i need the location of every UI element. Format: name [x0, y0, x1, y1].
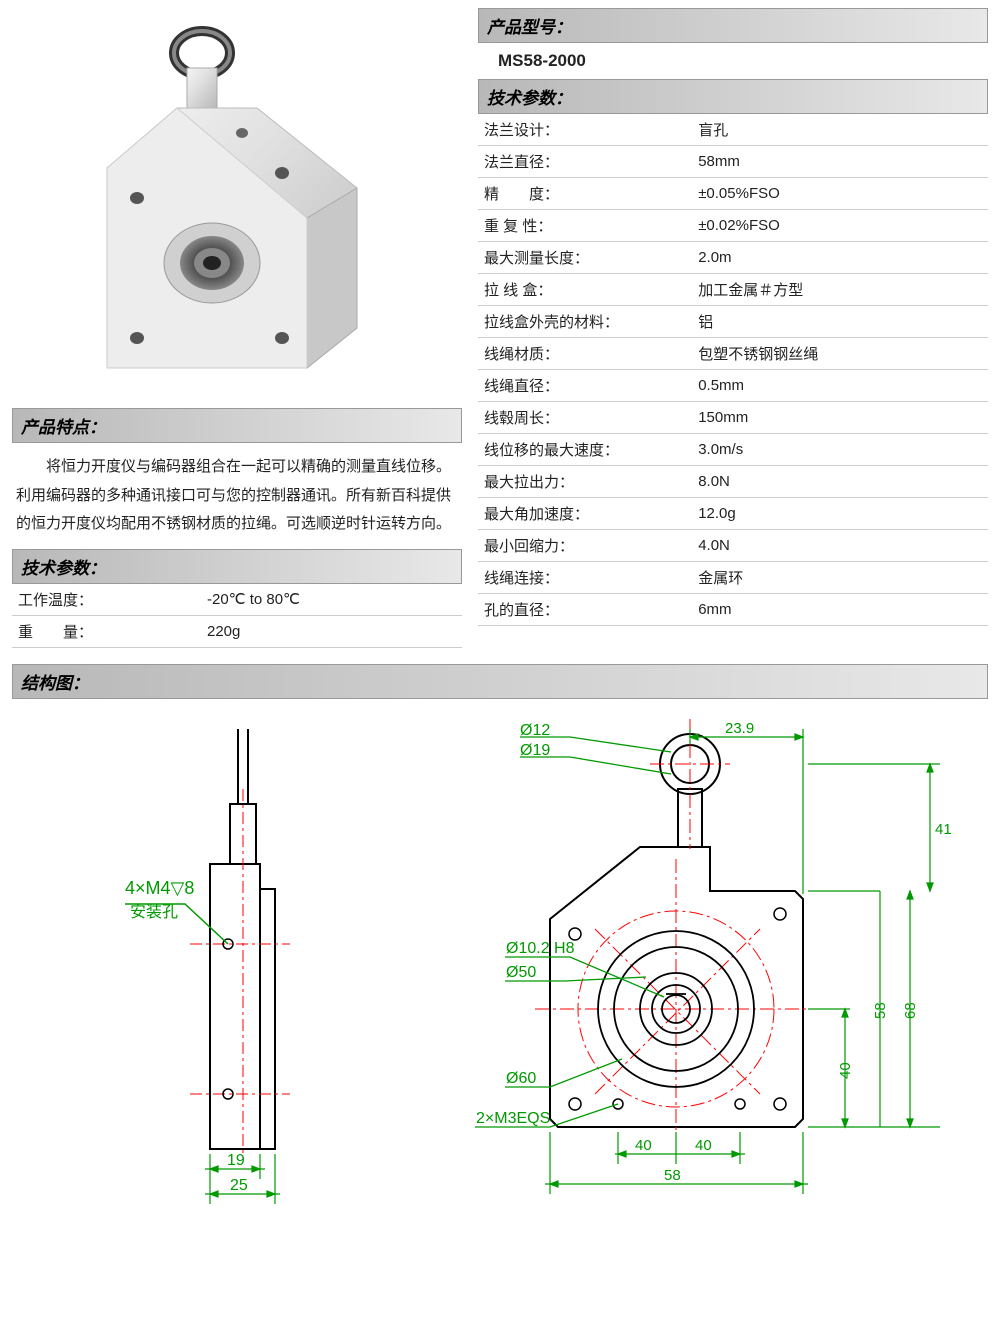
spec-label: 最大拉出力：: [478, 466, 692, 498]
spec-row: 最大拉出力：8.0N: [478, 466, 988, 498]
spec-label: 线绳直径：: [478, 370, 692, 402]
svg-text:Ø50: Ø50: [506, 964, 536, 981]
model-header: 产品型号：: [478, 8, 988, 43]
spec-label: 线位移的最大速度：: [478, 434, 692, 466]
label-mounting-hole: 4×M4▽8: [125, 878, 194, 898]
model-value: MS58-2000: [478, 43, 988, 79]
svg-text:40: 40: [837, 1062, 854, 1079]
spec-row: 最大测量长度：2.0m: [478, 242, 988, 274]
svg-text:40: 40: [695, 1137, 712, 1154]
spec-row: 线绳连接：金属环: [478, 562, 988, 594]
spec-row: 法兰设计：盲孔: [478, 114, 988, 146]
spec-value: 58mm: [692, 146, 988, 178]
left-specs-header: 技术参数：: [12, 549, 462, 584]
svg-text:68: 68: [902, 1002, 919, 1019]
diagram-side-view: 4×M4▽8 安装孔 19 25: [30, 719, 390, 1239]
dim-19: 19: [227, 1152, 245, 1169]
spec-value: 金属环: [692, 562, 988, 594]
spec-row: 线位移的最大速度：3.0m/s: [478, 434, 988, 466]
product-photo: [12, 8, 462, 408]
svg-text:58: 58: [872, 1002, 889, 1019]
spec-label: 线绳连接：: [478, 562, 692, 594]
spec-row: 孔的直径：6mm: [478, 594, 988, 626]
svg-text:Ø60: Ø60: [506, 1070, 536, 1087]
spec-label: 线绳材质：: [478, 338, 692, 370]
spec-row: 拉线盒外壳的材料：铝: [478, 306, 988, 338]
svg-text:Ø10.2 H8: Ø10.2 H8: [506, 940, 575, 957]
spec-value: ±0.02%FSO: [692, 210, 988, 242]
spec-row: 重 复 性：±0.02%FSO: [478, 210, 988, 242]
svg-text:58: 58: [664, 1167, 681, 1184]
svg-text:23.9: 23.9: [725, 720, 754, 737]
spec-row: 线绳直径：0.5mm: [478, 370, 988, 402]
spec-label: 精 度：: [478, 178, 692, 210]
spec-row: 最小回缩力：4.0N: [478, 530, 988, 562]
left-spec-table: 工作温度：-20℃ to 80℃重 量：220g: [12, 584, 462, 648]
diagram-front-view: Ø12 Ø19 Ø10.2 H8 Ø50 Ø60 2×M3EQS 23.9: [450, 719, 970, 1239]
spec-value: 加工金属＃方型: [692, 274, 988, 306]
spec-label: 重 复 性：: [478, 210, 692, 242]
spec-label: 法兰直径：: [478, 146, 692, 178]
svg-text:Ø19: Ø19: [520, 742, 550, 759]
spec-label: 重 量：: [12, 615, 201, 647]
spec-label: 最小回缩力：: [478, 530, 692, 562]
spec-label: 工作温度：: [12, 584, 201, 616]
label-mounting-sub: 安装孔: [130, 903, 178, 921]
spec-value: 包塑不锈钢钢丝绳: [692, 338, 988, 370]
spec-value: 2.0m: [692, 242, 988, 274]
spec-value: ±0.05%FSO: [692, 178, 988, 210]
features-header: 产品特点：: [12, 408, 462, 443]
spec-value: 220g: [201, 615, 462, 647]
spec-label: 法兰设计：: [478, 114, 692, 146]
spec-value: 盲孔: [692, 114, 988, 146]
spec-label: 最大角加速度：: [478, 498, 692, 530]
structure-header: 结构图：: [12, 664, 988, 699]
svg-text:2×M3EQS: 2×M3EQS: [476, 1110, 550, 1127]
spec-row: 法兰直径：58mm: [478, 146, 988, 178]
right-spec-table: 法兰设计：盲孔法兰直径：58mm精 度：±0.05%FSO重 复 性：±0.02…: [478, 114, 988, 626]
spec-label: 最大测量长度：: [478, 242, 692, 274]
svg-text:41: 41: [935, 821, 952, 838]
spec-value: 150mm: [692, 402, 988, 434]
right-specs-header: 技术参数：: [478, 79, 988, 114]
spec-row: 重 量：220g: [12, 615, 462, 647]
spec-value: 铝: [692, 306, 988, 338]
spec-label: 孔的直径：: [478, 594, 692, 626]
spec-value: 3.0m/s: [692, 434, 988, 466]
spec-row: 工作温度：-20℃ to 80℃: [12, 584, 462, 616]
spec-value: 12.0g: [692, 498, 988, 530]
dim-25: 25: [230, 1177, 248, 1194]
spec-row: 拉 线 盒：加工金属＃方型: [478, 274, 988, 306]
spec-value: 6mm: [692, 594, 988, 626]
svg-text:40: 40: [635, 1137, 652, 1154]
spec-row: 线毂周长：150mm: [478, 402, 988, 434]
spec-label: 拉线盒外壳的材料：: [478, 306, 692, 338]
features-text: 将恒力开度仪与编码器组合在一起可以精确的测量直线位移。利用编码器的多种通讯接口可…: [12, 443, 462, 549]
spec-row: 最大角加速度：12.0g: [478, 498, 988, 530]
spec-value: 0.5mm: [692, 370, 988, 402]
spec-value: 4.0N: [692, 530, 988, 562]
spec-label: 线毂周长：: [478, 402, 692, 434]
svg-text:Ø12: Ø12: [520, 722, 550, 739]
spec-row: 线绳材质：包塑不锈钢钢丝绳: [478, 338, 988, 370]
spec-row: 精 度：±0.05%FSO: [478, 178, 988, 210]
spec-label: 拉 线 盒：: [478, 274, 692, 306]
spec-value: -20℃ to 80℃: [201, 584, 462, 616]
spec-value: 8.0N: [692, 466, 988, 498]
